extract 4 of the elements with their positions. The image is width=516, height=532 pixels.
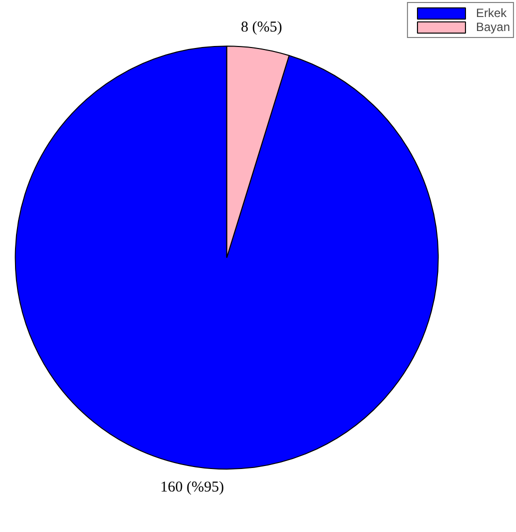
data-label: 8 (%5) [240, 20, 282, 36]
legend-label: Bayan [476, 20, 510, 34]
data-label: 160 (%95) [160, 480, 224, 496]
legend-label: Erkek [476, 6, 507, 20]
